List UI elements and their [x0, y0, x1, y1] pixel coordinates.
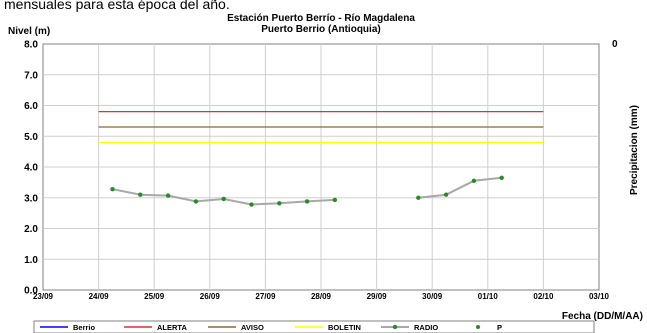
y-tick-label: 5.0 — [24, 132, 38, 143]
y-tick-label: 6.0 — [24, 101, 38, 112]
x-tick-label: 26/09 — [200, 292, 221, 301]
legend: Berrio ALERTA AVISO BOLETIN RADIO P — [40, 323, 502, 332]
data-point — [416, 195, 421, 200]
legend-label: P — [497, 323, 502, 332]
y-tick-label: 3.0 — [24, 193, 38, 204]
y-tick-label: 1.0 — [24, 255, 38, 266]
legend-marker — [476, 325, 480, 329]
x-axis-label: Fecha (DD/M/AA) — [562, 311, 643, 322]
legend-label: ALERTA — [157, 323, 187, 332]
gridlines — [43, 44, 599, 290]
data-point — [471, 178, 477, 184]
x-tick-label: 03/10 — [589, 292, 610, 301]
data-point — [221, 196, 226, 202]
data-point — [332, 197, 338, 203]
x-tick-label: 27/09 — [255, 292, 276, 301]
legend-marker — [392, 324, 398, 330]
y-tick-labels: 0.0 1.0 2.0 3.0 4.0 5.0 6.0 7.0 8.0 — [24, 40, 38, 297]
legend-label: RADIO — [414, 323, 438, 332]
data-point — [249, 202, 254, 207]
data-point — [138, 192, 143, 197]
chart-title: Estación Puerto Berrío - Río Magdalena — [227, 13, 415, 24]
data-point — [193, 199, 199, 204]
x-tick-label: 25/09 — [144, 292, 165, 301]
legend-label: BOLETIN — [328, 323, 361, 332]
top-text: mensuales para esta época del año. — [4, 0, 230, 12]
x-tick-label: 30/09 — [422, 292, 443, 301]
y-axis-label: Nivel (m) — [8, 26, 50, 37]
data-point — [499, 175, 504, 180]
legend-label: AVISO — [241, 323, 264, 332]
data-point — [110, 186, 115, 192]
x-tick-label: 23/09 — [33, 292, 54, 301]
data-point — [304, 199, 310, 204]
x-tick-label: 01/10 — [478, 292, 499, 301]
data-point — [165, 193, 171, 198]
x-tick-labels: 23/09 24/09 25/09 26/09 27/09 28/09 29/09 30/09… — [33, 292, 610, 301]
y-tick-label: 0.0 — [24, 286, 38, 297]
y-tick-label: 8.0 — [24, 40, 38, 51]
y2-axis-label: Precipitacion (mm) — [629, 105, 640, 195]
y-tick-label: 4.0 — [24, 163, 38, 174]
threshold-lines — [98, 111, 544, 143]
legend-label: Berrio — [73, 323, 96, 332]
x-tick-label: 28/09 — [311, 292, 332, 301]
data-point — [277, 201, 282, 206]
y-tick-label: 7.0 — [24, 70, 38, 81]
series-line-radio — [418, 176, 502, 199]
y2-top-tick: 0 — [612, 39, 618, 50]
data-point — [443, 192, 449, 197]
x-tick-label: 29/09 — [367, 292, 388, 301]
y-tick-label: 2.0 — [24, 224, 38, 235]
chart-subtitle: Puerto Berrio (Antioquia) — [261, 24, 380, 35]
x-tick-label: 24/09 — [89, 292, 110, 301]
x-tick-label: 02/10 — [533, 292, 554, 301]
series-layer — [110, 175, 504, 207]
